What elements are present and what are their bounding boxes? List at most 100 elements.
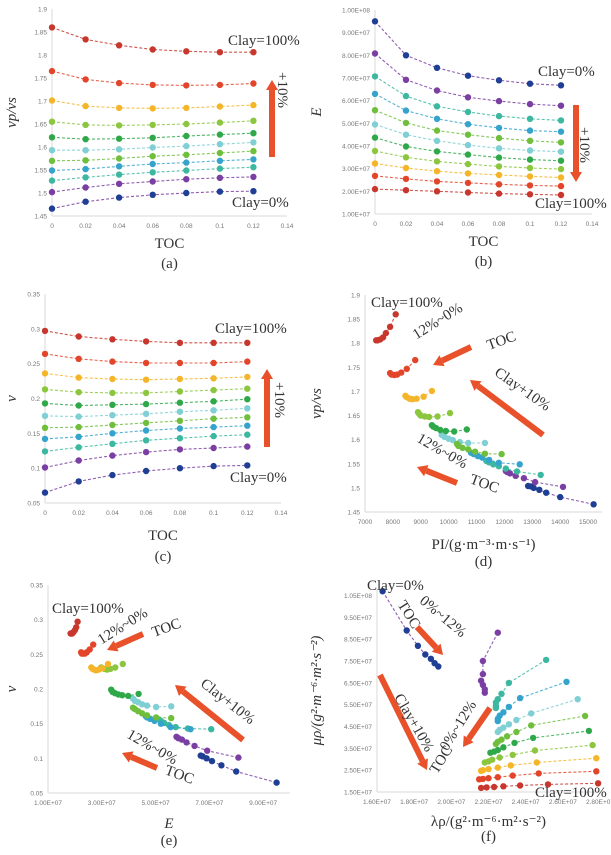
data-point [386,369,394,377]
data-point [183,739,190,746]
x-tick-label: 3.00E+07 [88,800,116,807]
x-tick-label: 0.12 [241,510,254,517]
data-point [371,134,379,141]
data-point [438,431,445,438]
data-point [481,439,489,447]
data-point [477,784,485,792]
direction-arrow-shaft [114,631,145,649]
data-point [82,136,89,143]
x-tick-label: 15000 [579,519,597,526]
data-point [557,102,565,109]
data-point [48,188,56,196]
y-tick-label: 2.00E+07 [342,189,370,196]
x-tick-label: 0 [373,221,377,228]
data-point [48,167,56,174]
y-tick-label: 0.3 [34,617,43,624]
direction-arrow-shaft [414,624,439,650]
data-point [41,435,49,443]
data-point [402,76,410,84]
data-point [142,419,150,427]
data-point [142,427,150,434]
x-tick-label: 2.80E+07 [586,799,611,806]
direction-arrow-shaft [476,383,545,438]
y-tick-label: 9.50E+07 [344,615,372,622]
data-point [115,135,123,142]
data-point [526,164,534,172]
data-point [481,450,489,457]
data-point [433,137,441,144]
data-point [115,104,123,112]
data-point [494,629,501,636]
data-point [109,440,116,447]
data-point [433,148,441,155]
data-point [90,641,97,648]
data-point [557,139,565,146]
data-point [531,478,539,486]
data-point [75,413,82,420]
data-point [464,179,472,187]
data-point [481,689,488,696]
data-point [41,386,49,393]
y-tick-label: 5.50E+07 [344,702,372,709]
annotation-label: Clay=0% [538,64,595,80]
data-point [495,154,503,161]
data-point [48,157,56,164]
y-tick-label: 8.00E+07 [342,53,370,60]
y-tick-label: 0.1 [31,466,40,473]
y-tick-label: 0.05 [27,501,40,508]
data-point [129,704,137,711]
x-tick-label: 2.60E+07 [549,799,577,806]
x-tick-label: 0.14 [275,510,288,517]
data-point [210,444,217,452]
x-tick-label: 11000 [468,519,486,526]
data-point [210,407,217,414]
y-tick-label: 4.50E+07 [344,724,372,731]
data-point [48,134,56,141]
x-tick-label: 0 [50,223,54,230]
y-tick-label: 1.85 [34,30,47,37]
data-point [402,187,410,194]
data-point [176,425,184,432]
data-point [82,165,89,173]
data-point [585,727,593,735]
data-point [119,660,127,668]
data-point [210,423,217,431]
data-point [402,392,409,399]
data-point [142,448,150,456]
data-point [589,741,596,749]
x-tick-label: 12000 [495,519,513,526]
data-point [495,124,503,132]
data-point [526,137,534,144]
x-tick-label: 0.04 [113,223,126,230]
x-tick-label: 0.06 [146,223,159,230]
data-point [402,143,410,150]
data-point [82,184,89,191]
data-point [108,686,115,693]
data-point [543,489,550,496]
y-tick-label: 7.50E+07 [344,659,372,666]
chart-panel-b: 0 0.02 0.04 0.06 0.08 0.1 0.12 0.14 1.00E+07 2.00… [309,8,607,271]
data-point [216,141,224,148]
data-point [216,188,224,195]
data-point [216,49,224,56]
x-tick-label: 0.1 [525,221,534,228]
data-point [115,79,123,87]
data-point [176,446,184,453]
arrow-head-icon [570,172,582,182]
data-point [487,749,494,756]
data-point [82,36,89,43]
data-point [403,627,410,634]
data-point [371,185,379,193]
data-point [500,783,507,790]
annotation-label: TOC [150,616,183,641]
x-tick-label: 0.14 [586,221,599,228]
data-point [48,24,56,31]
data-point [244,385,251,392]
data-point [464,121,472,128]
data-point [48,177,56,184]
data-point [41,489,49,496]
data-point [149,81,156,89]
y-tick-label: 1.00E+08 [342,8,370,15]
data-point [526,147,534,154]
data-point [513,728,520,736]
